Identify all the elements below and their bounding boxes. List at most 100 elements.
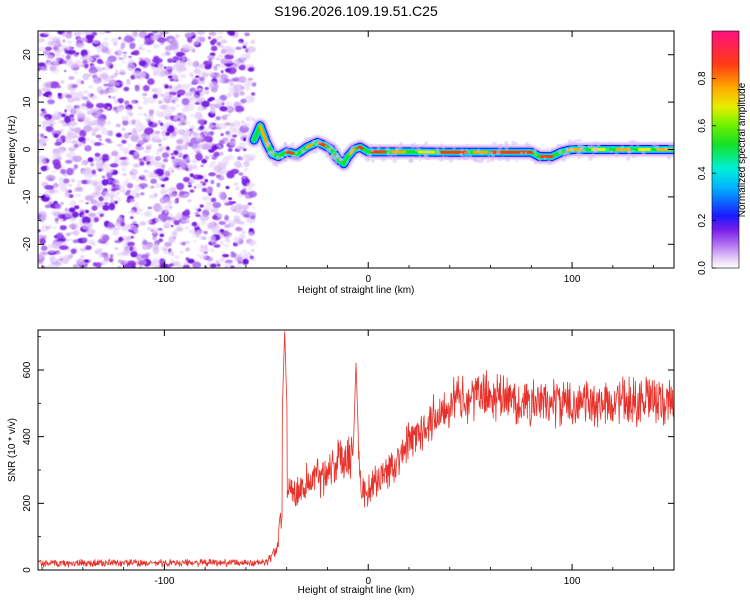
chart-title: S196.2026.109.19.51.C25 xyxy=(274,3,438,19)
noise-blob xyxy=(132,100,136,104)
noise-blob xyxy=(99,138,102,141)
ridge-halo xyxy=(491,154,495,158)
ridge-halo xyxy=(594,146,598,150)
noise-blob xyxy=(112,229,119,236)
noise-blob xyxy=(82,60,87,65)
noise-blob xyxy=(88,157,94,162)
noise-blob xyxy=(76,79,82,85)
noise-blob xyxy=(202,188,207,192)
noise-blob xyxy=(129,43,135,50)
noise-blob xyxy=(108,96,111,98)
ridge-halo xyxy=(665,147,668,150)
noise-blob xyxy=(226,220,233,223)
ridge-halo xyxy=(558,149,563,154)
noise-blob xyxy=(153,44,160,49)
noise-blob xyxy=(111,151,118,156)
noise-blob xyxy=(54,203,61,208)
noise-blob xyxy=(79,92,82,94)
ridge-halo xyxy=(491,158,495,162)
noise-blob xyxy=(47,244,54,249)
noise-blob xyxy=(142,101,149,105)
noise-blob xyxy=(216,260,220,263)
noise-blob xyxy=(205,156,209,160)
noise-blob xyxy=(115,221,121,226)
noise-blob xyxy=(248,202,252,205)
noise-blob xyxy=(204,145,211,150)
noise-blob xyxy=(240,54,249,62)
ridge-halo xyxy=(643,154,645,156)
noise-blob xyxy=(102,235,109,242)
noise-blob xyxy=(68,184,72,186)
noise-blob xyxy=(234,161,242,168)
noise-blob xyxy=(184,92,192,97)
noise-blob xyxy=(70,85,73,87)
noise-blob xyxy=(155,131,161,134)
noise-blob xyxy=(90,225,93,227)
noise-blob xyxy=(111,38,118,44)
ridge-halo xyxy=(349,148,353,152)
noise-blob xyxy=(115,195,118,198)
ridge-halo xyxy=(333,161,338,166)
ridge-halo xyxy=(301,149,306,154)
noise-blob xyxy=(220,240,225,245)
noise-blob xyxy=(199,77,205,81)
noise-blob xyxy=(92,205,98,210)
noise-blob xyxy=(93,74,98,79)
noise-blob xyxy=(90,95,97,100)
ridge-halo xyxy=(311,142,314,145)
noise-blob xyxy=(217,264,221,267)
ridge-halo xyxy=(621,149,623,151)
ridge-halo xyxy=(371,160,374,163)
noise-blob xyxy=(58,120,64,124)
noise-blob xyxy=(181,84,189,90)
noise-blob xyxy=(201,220,207,225)
ridge-halo xyxy=(591,144,594,147)
y-tick-label: 600 xyxy=(22,361,33,378)
noise-blob xyxy=(219,152,223,156)
ridge-halo xyxy=(291,154,295,158)
ridge-halo xyxy=(332,157,336,161)
noise-blob xyxy=(160,234,164,237)
ridge-halo xyxy=(565,148,568,151)
noise-blob xyxy=(107,122,111,125)
noise-blob xyxy=(129,247,133,252)
noise-blob xyxy=(154,193,158,197)
noise-blob xyxy=(180,251,183,253)
noise-blob xyxy=(174,237,176,239)
noise-blob xyxy=(110,163,119,167)
noise-blob xyxy=(122,61,126,63)
ridge-halo xyxy=(525,152,528,155)
noise-blob xyxy=(83,90,88,93)
noise-blob xyxy=(133,50,139,56)
ridge-halo xyxy=(481,153,483,155)
ridge-halo xyxy=(286,155,289,158)
noise-blob xyxy=(121,82,124,84)
ridge-halo xyxy=(629,140,632,143)
noise-blob xyxy=(99,74,108,80)
noise-blob xyxy=(241,189,247,194)
noise-blob xyxy=(181,143,187,150)
ridge-halo xyxy=(568,139,573,144)
ridge-halo xyxy=(487,160,490,163)
noise-blob xyxy=(248,191,257,198)
noise-blob xyxy=(57,85,61,88)
noise-blob xyxy=(210,105,215,109)
noise-blob xyxy=(119,57,124,60)
noise-blob xyxy=(248,67,254,72)
y-tick-label: 0 xyxy=(22,567,33,573)
noise-blob xyxy=(122,173,127,176)
noise-blob xyxy=(69,62,75,70)
noise-blob xyxy=(98,186,103,190)
noise-blob xyxy=(127,242,135,246)
noise-blob xyxy=(204,133,207,136)
noise-blob xyxy=(204,205,211,210)
ridge-halo xyxy=(313,151,316,154)
noise-blob xyxy=(43,161,47,164)
noise-blob xyxy=(228,148,233,152)
noise-blob xyxy=(100,214,104,217)
ridge-halo xyxy=(418,148,421,151)
ridge-halo xyxy=(284,148,288,152)
noise-blob xyxy=(171,153,174,155)
noise-blob xyxy=(83,125,92,132)
